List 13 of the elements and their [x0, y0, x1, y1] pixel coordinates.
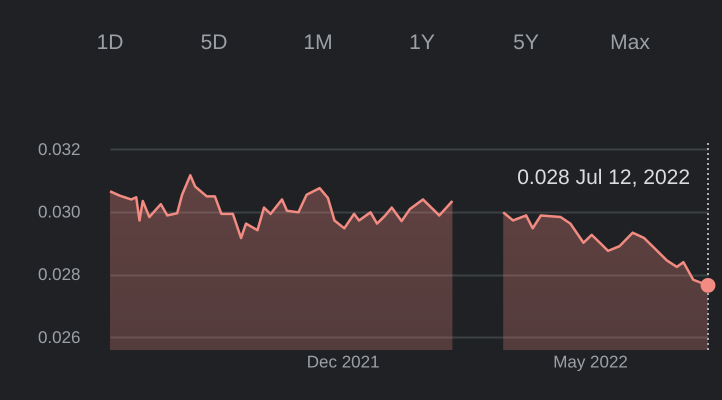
text: 5D	[200, 31, 228, 54]
text: 1D	[96, 31, 124, 54]
y-tick-label: 0.026	[38, 328, 80, 347]
text: 1Y	[409, 31, 435, 54]
y-tick-label: 0.028	[38, 265, 80, 284]
y-tick-label: 0.032	[38, 140, 80, 159]
text: 5Y	[513, 31, 539, 54]
text: Max	[610, 31, 650, 54]
text: 1M	[303, 31, 333, 54]
x-tick-label: Dec 2021	[306, 352, 380, 372]
annotation: 0.028 Jul 12, 2022	[517, 166, 690, 189]
y-tick-label: 0.030	[38, 202, 80, 222]
x-tick-label: May 2022	[553, 352, 628, 372]
